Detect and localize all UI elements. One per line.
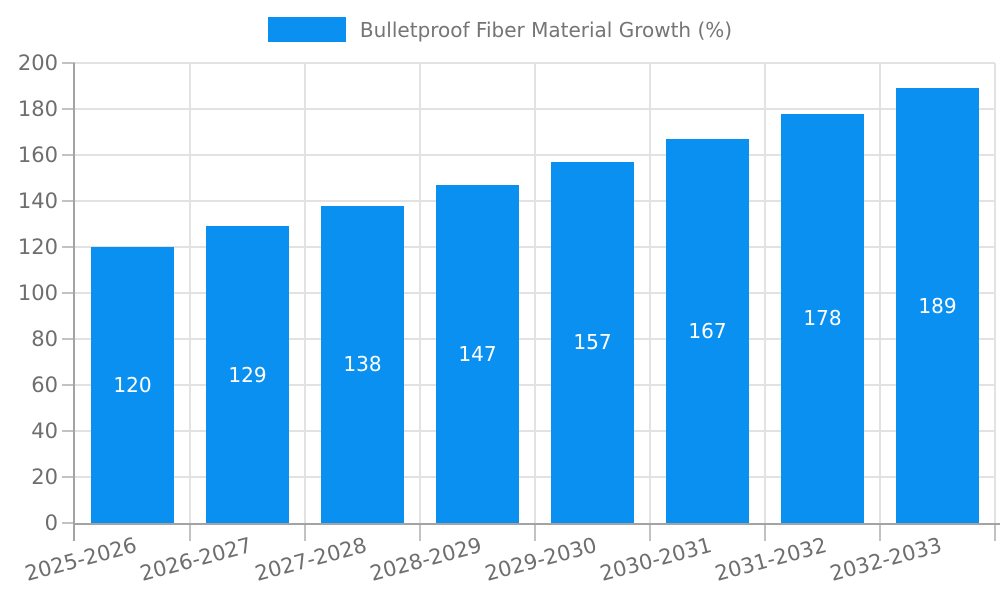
x-category-label: 2029-2030: [481, 533, 599, 586]
y-tick-label: 0: [44, 511, 58, 535]
bar-value-label: 120: [113, 373, 152, 397]
bar-value-label: 129: [228, 362, 267, 387]
y-tick-label: 20: [31, 465, 58, 489]
bar: 129: [206, 226, 289, 523]
x-tick: [879, 523, 881, 541]
x-category-label: 2026-2027: [136, 533, 254, 586]
bar-value-label: 157: [573, 330, 612, 355]
bar-value-label: 189: [918, 293, 957, 318]
bar: 138: [321, 205, 404, 523]
x-category-label: 2028-2029: [366, 533, 484, 586]
x-tick: [419, 523, 421, 541]
y-tick: [62, 154, 75, 156]
y-tick: [62, 338, 75, 340]
y-tick: [62, 292, 75, 294]
x-gridline: [764, 63, 766, 523]
y-tick-label: 60: [31, 373, 58, 397]
y-tick: [62, 246, 75, 248]
x-gridline: [994, 63, 996, 523]
bar: 189: [896, 88, 979, 523]
bar: 120: [91, 247, 174, 523]
x-tick: [649, 523, 651, 541]
x-tick: [764, 523, 766, 541]
y-tick: [62, 430, 75, 432]
y-axis-line: [73, 63, 75, 541]
x-axis-line: [73, 523, 1000, 525]
y-tick: [62, 476, 75, 478]
bar-value-label: 167: [688, 318, 727, 343]
y-tick: [62, 384, 75, 386]
x-tick: [304, 523, 306, 541]
bar: 167: [666, 138, 749, 523]
y-tick-label: 160: [17, 143, 58, 167]
x-category-label: 2030-2031: [596, 533, 714, 586]
y-tick: [62, 62, 75, 64]
y-tick-label: 200: [17, 51, 58, 75]
y-tick-label: 40: [31, 419, 58, 443]
bar: 178: [781, 113, 864, 523]
legend-swatch: [267, 17, 346, 42]
x-tick: [189, 523, 191, 541]
y-tick: [62, 108, 75, 110]
x-gridline: [189, 63, 191, 523]
x-gridline: [304, 63, 306, 523]
x-category-label: 2027-2028: [251, 533, 369, 586]
y-tick-label: 140: [17, 189, 58, 213]
bar-value-label: 138: [343, 352, 382, 377]
y-tick-label: 120: [17, 235, 58, 259]
x-gridline: [419, 63, 421, 523]
x-tick: [994, 523, 996, 541]
x-category-label: 2031-2032: [711, 533, 829, 586]
x-tick: [534, 523, 536, 541]
legend: Bulletproof Fiber Material Growth (%): [0, 17, 1000, 42]
y-tick-label: 180: [17, 97, 58, 121]
x-gridline: [649, 63, 651, 523]
bar-value-label: 147: [458, 341, 497, 366]
y-tick: [62, 522, 75, 524]
y-tick-label: 80: [31, 327, 58, 351]
legend-label: Bulletproof Fiber Material Growth (%): [359, 17, 733, 42]
x-category-label: 2025-2026: [21, 533, 139, 586]
bar: 157: [551, 161, 634, 523]
x-gridline: [534, 63, 536, 523]
bar: 147: [436, 184, 519, 523]
y-tick-label: 100: [17, 281, 58, 305]
y-tick: [62, 200, 75, 202]
x-category-label: 2032-2033: [826, 533, 944, 586]
bar-value-label: 178: [803, 306, 842, 331]
x-gridline: [879, 63, 881, 523]
